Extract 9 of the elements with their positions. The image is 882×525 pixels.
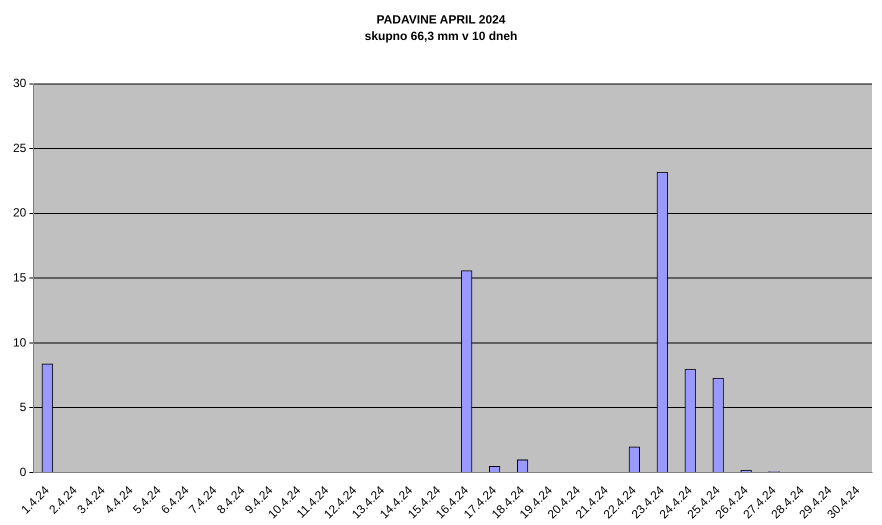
chart-title: PADAVINE APRIL 2024 bbox=[376, 12, 506, 27]
y-tick-label: 20 bbox=[12, 206, 27, 220]
y-tick-label: 5 bbox=[20, 400, 27, 414]
y-tick-label: 0 bbox=[20, 464, 27, 479]
y-tick-label: 10 bbox=[12, 335, 27, 350]
chart-subtitle: skupno 66,3 mm v 10 dneh bbox=[364, 28, 518, 43]
y-tick-label: 30 bbox=[12, 76, 27, 90]
y-tick-label: 15 bbox=[12, 270, 27, 284]
y-tick-label: 25 bbox=[12, 140, 27, 155]
